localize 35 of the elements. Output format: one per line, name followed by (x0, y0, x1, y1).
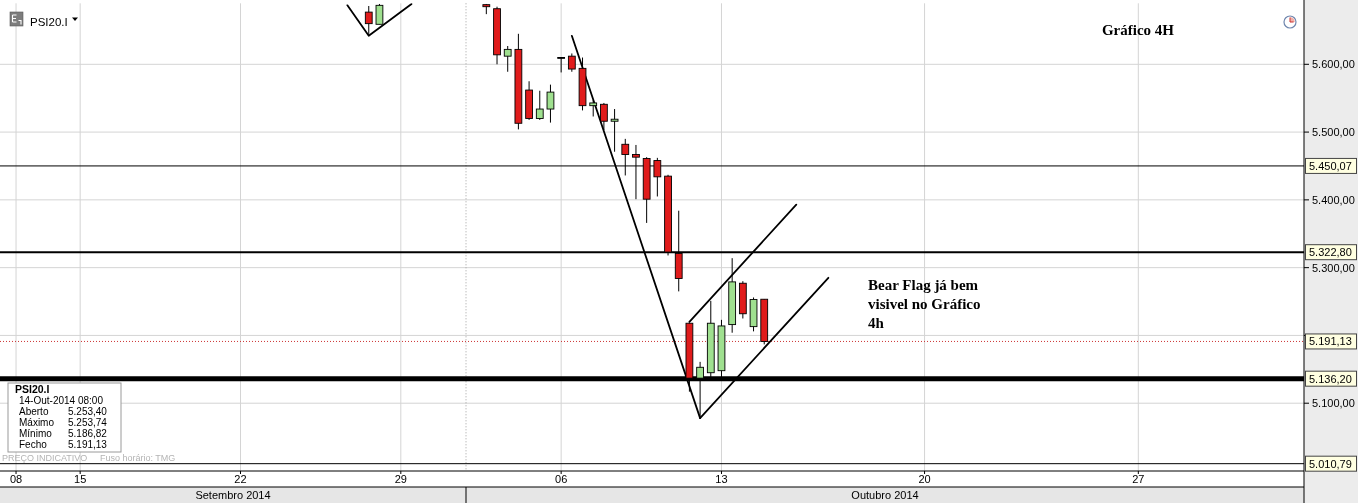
annotation: Mínimo (19, 428, 53, 439)
ref-line-label: 5.010,79 (1309, 457, 1352, 470)
annotation: 5.253,74 (68, 417, 108, 428)
x-tick-label: 22 (234, 473, 247, 485)
x-tick-label: 06 (555, 473, 568, 485)
annotation: Aberto (19, 406, 49, 417)
ref-line-label: 5.191,13 (1309, 335, 1352, 348)
annotation: PSI20.I (30, 16, 68, 28)
annotation: 5.186,82 (68, 428, 108, 439)
x-tick-label: 13 (715, 473, 728, 485)
x-tick-label: 27 (1132, 473, 1145, 485)
annotation: PSI20.I (15, 383, 50, 395)
annotation: 14-Out-2014 08:00 (19, 395, 104, 406)
x-tick-label: 15 (74, 473, 87, 485)
ref-line-label: 5.136,20 (1309, 372, 1352, 385)
annotation: Máximo (19, 417, 55, 428)
y-tick-label: 5.500,00 (1312, 125, 1355, 138)
y-tick-label: 5.100,00 (1312, 397, 1355, 410)
annotation: Fuso horário: TMG (100, 452, 176, 463)
annotation: 5.253,40 (68, 406, 108, 417)
x-tick-label: 20 (918, 473, 931, 485)
y-tick-label: 5.600,00 (1312, 58, 1355, 71)
x-tick-label: 29 (394, 473, 407, 485)
annotation: PREÇO INDICATIVO (2, 452, 88, 463)
text: Gráfico 4H (1101, 22, 1175, 38)
y-tick-label: 5.300,00 (1312, 261, 1355, 274)
annotation: Bear Flag já bem visivel no Gráfico 4h (868, 277, 981, 331)
ref-line-label: 5.450,07 (1309, 159, 1352, 172)
text: Outubro 2014 (851, 489, 919, 501)
y-tick-label: 5.400,00 (1312, 193, 1355, 206)
annotation: Fecho (19, 439, 48, 450)
ref-line-label: 5.322,80 (1309, 246, 1352, 259)
x-tick-label: 08 (9, 473, 23, 485)
text: Setembro 2014 (195, 489, 271, 501)
annotation: 5.191,13 (68, 439, 108, 450)
